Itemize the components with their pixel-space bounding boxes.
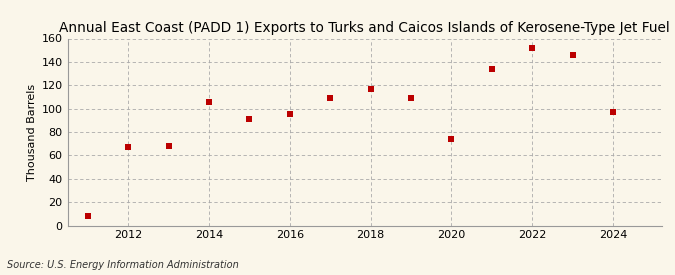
- Point: [406, 96, 416, 100]
- Point: [446, 137, 457, 141]
- Point: [204, 100, 215, 104]
- Point: [325, 96, 335, 100]
- Point: [284, 112, 295, 117]
- Text: Source: U.S. Energy Information Administration: Source: U.S. Energy Information Administ…: [7, 260, 238, 270]
- Point: [244, 117, 254, 121]
- Point: [163, 144, 174, 148]
- Title: Annual East Coast (PADD 1) Exports to Turks and Caicos Islands of Kerosene-Type : Annual East Coast (PADD 1) Exports to Tu…: [59, 21, 670, 35]
- Point: [82, 214, 93, 218]
- Point: [608, 110, 618, 114]
- Point: [365, 87, 376, 91]
- Point: [123, 145, 134, 149]
- Point: [526, 46, 537, 50]
- Y-axis label: Thousand Barrels: Thousand Barrels: [28, 83, 37, 181]
- Point: [567, 53, 578, 57]
- Point: [487, 67, 497, 71]
